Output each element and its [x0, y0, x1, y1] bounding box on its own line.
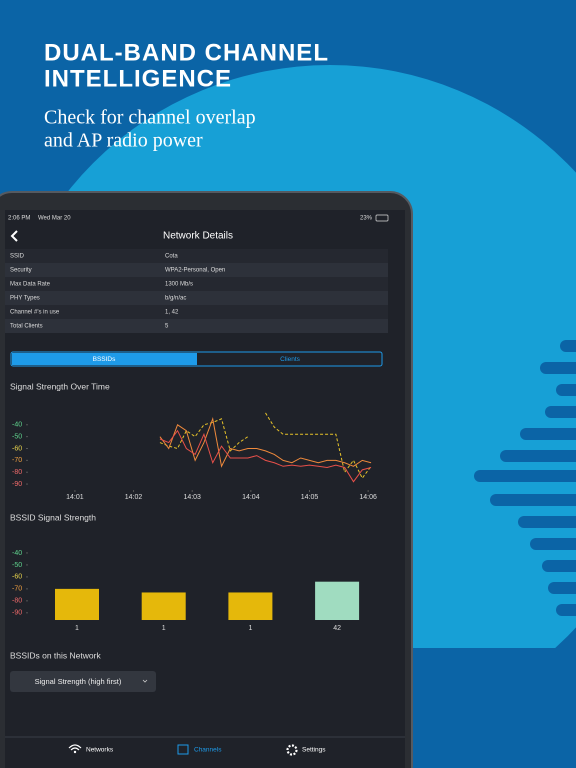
decor-stripes [474, 340, 576, 616]
series-line [159, 416, 372, 468]
settings-icon[interactable] [286, 744, 298, 756]
nav-title: Network Details [163, 231, 233, 242]
series-line [159, 429, 372, 483]
y-tick-label: -70 [12, 457, 22, 464]
row-value: WPA2-Personal, Open [165, 268, 225, 274]
row-label: Channel #'s in use [10, 310, 60, 316]
tab-label[interactable]: BSSIDs [93, 356, 117, 363]
table-row [5, 263, 388, 277]
tab-selected[interactable] [12, 353, 197, 365]
y-tick-label: -40 [12, 550, 22, 557]
x-tick-label: 42 [333, 625, 341, 632]
x-tick-label: 14:03 [183, 494, 201, 501]
promo-subtitle: and AP radio power [44, 130, 203, 152]
x-tick-label: 14:05 [301, 494, 319, 501]
y-tick-label: -60 [12, 574, 22, 581]
status-date: Wed Mar 20 [38, 216, 71, 222]
table-row [5, 249, 388, 263]
x-tick-label: 14:01 [66, 494, 84, 501]
row-value: Cota [165, 254, 178, 260]
x-tick-label: 1 [162, 625, 166, 632]
promo-title: DUAL-BAND CHANNEL [44, 39, 329, 66]
promo-title: INTELLIGENCE [44, 65, 232, 92]
bar [141, 592, 186, 620]
sort-label[interactable]: Signal Strength (high first) [35, 677, 122, 686]
tab-label[interactable]: Clients [280, 356, 301, 363]
y-tick-label: -90 [12, 481, 22, 488]
chevron [142, 679, 148, 683]
y-tick-label: -70 [12, 586, 22, 593]
y-tick-label: -90 [12, 610, 22, 617]
row-label: Total Clients [10, 324, 43, 330]
table-row [5, 319, 388, 333]
table-row [5, 305, 388, 319]
x-tick-label: 14:02 [125, 494, 143, 501]
x-tick-label: 14:04 [242, 494, 260, 501]
segmented-control [10, 351, 383, 367]
bar [228, 592, 273, 620]
y-tick-label: -50 [12, 562, 22, 569]
x-tick-label: 1 [248, 625, 252, 632]
networks-icon-dot[interactable] [73, 750, 77, 754]
chart-title: BSSID Signal Strength [10, 512, 96, 522]
series-line [159, 418, 249, 452]
channels-icon[interactable] [177, 744, 189, 755]
tabbar-item[interactable]: Channels [194, 747, 222, 754]
tabbar-item[interactable]: Settings [302, 747, 326, 754]
row-label: SSID [10, 254, 25, 260]
battery-icon [375, 214, 389, 222]
row-value: 1, 42 [165, 310, 179, 316]
y-tick-label: -50 [12, 433, 22, 440]
backdrop-band [410, 648, 576, 768]
table-row [5, 277, 388, 291]
y-tick-label: -40 [12, 422, 22, 429]
row-value: b/g/n/ac [165, 296, 186, 302]
bar [55, 588, 99, 620]
row-label: Max Data Rate [10, 282, 51, 288]
chart-title: Signal Strength Over Time [10, 381, 110, 391]
y-tick-label: -80 [12, 598, 22, 605]
status-time: 2:06 PM [8, 216, 30, 222]
back-button[interactable] [10, 230, 18, 242]
row-label: PHY Types [10, 296, 40, 302]
x-tick-label: 1 [75, 625, 79, 632]
promo-subtitle: Check for channel overlap [44, 107, 256, 129]
row-value: 5 [165, 324, 169, 330]
row-label: Security [10, 268, 32, 274]
table-row [5, 291, 388, 305]
sort-button[interactable] [10, 671, 156, 692]
section-title: BSSIDs on this Network [10, 650, 101, 660]
y-tick-label: -60 [12, 445, 22, 452]
row-value: 1300 Mb/s [165, 282, 193, 288]
bar [315, 581, 360, 620]
networks-icon[interactable] [68, 744, 82, 751]
x-tick-label: 14:06 [359, 494, 377, 501]
tabbar-item[interactable]: Networks [86, 747, 114, 754]
y-tick-label: -80 [12, 469, 22, 476]
status-battery: 23% [360, 216, 373, 222]
